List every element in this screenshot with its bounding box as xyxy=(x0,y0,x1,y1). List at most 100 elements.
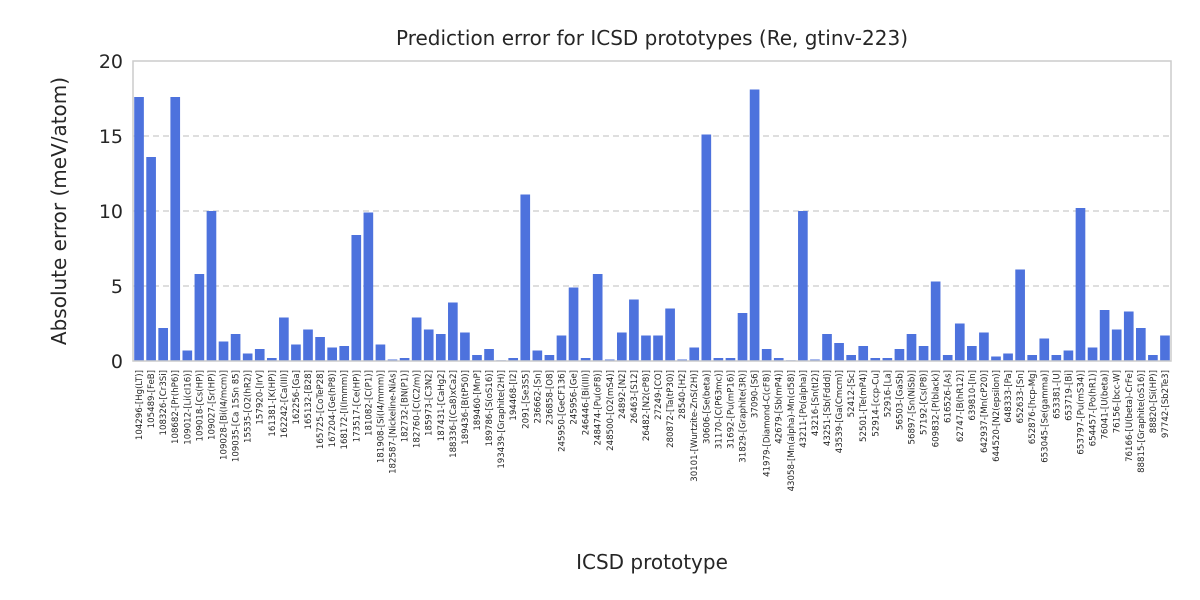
bar xyxy=(1039,338,1050,361)
x-tick-label: 31692-[Pu(mP16)] xyxy=(726,370,736,449)
bar xyxy=(170,97,181,361)
bar xyxy=(979,332,989,361)
x-tick-label: 27249-[CO] xyxy=(654,370,664,420)
x-tick-label: 52916-[La] xyxy=(883,370,893,417)
x-tick-label: 642937-[Mn(cP20)] xyxy=(980,370,990,453)
x-tick-label: 652633-[Sn] xyxy=(1016,370,1026,424)
x-axis-label: ICSD prototype xyxy=(576,550,728,574)
x-tick-label: 644520-[N2(epsilon)] xyxy=(992,370,1002,462)
bar xyxy=(279,317,289,361)
x-tick-label: 52914-[ccp-Cu] xyxy=(871,370,881,437)
bar xyxy=(1015,269,1025,361)
bar xyxy=(435,334,446,361)
bar xyxy=(653,335,663,361)
x-tick-label: 43058-[Mn(alpha)-Mn(cI58)] xyxy=(787,370,797,491)
x-tick-label: 162256-[Ga] xyxy=(292,370,302,425)
x-tick-label: 52412-[Sc] xyxy=(847,370,857,417)
x-tick-label: 30101-[Wurtzite-ZnS(2H)] xyxy=(690,370,700,482)
x-tick-label: 654457-[Po(hR1)] xyxy=(1089,370,1099,446)
x-tick-label: 109035-[Ca 15Sn 85] xyxy=(232,370,242,462)
grid xyxy=(133,135,1171,287)
bar xyxy=(689,347,700,361)
x-tick-label: 161381-[K(HP)] xyxy=(268,370,278,437)
x-tick-label: 168172-[I(Immm)] xyxy=(340,370,350,450)
bar xyxy=(894,349,905,361)
bar xyxy=(1123,311,1134,361)
x-tick-label: 248474-[Pu(oF8)] xyxy=(594,370,604,445)
bar xyxy=(725,358,736,361)
y-tick-label: 15 xyxy=(99,126,123,148)
x-tick-label: 157920-[IrV] xyxy=(256,370,266,425)
bar xyxy=(737,313,748,361)
x-tick-label: 188336-[(Ca8)xCa2] xyxy=(449,370,459,458)
x-tick-label: 639810-[In] xyxy=(968,370,978,421)
x-tick-label: 15535-[O2(hR2)] xyxy=(244,370,254,443)
bar xyxy=(954,323,965,361)
bar xyxy=(641,335,651,361)
x-tick-label: 653719-[Bi] xyxy=(1064,370,1074,421)
x-tick-label: 245950-[GeCF136] xyxy=(557,370,567,452)
x-tick-label: 167204-[Ge(hP8)] xyxy=(328,370,338,447)
y-tick-label: 20 xyxy=(99,51,123,73)
x-tick-label: 24892-[N2] xyxy=(618,370,628,419)
bar xyxy=(1148,355,1158,361)
bar xyxy=(544,355,555,361)
bar xyxy=(858,346,869,361)
x-tick-label: 109012-[Li(cI16)] xyxy=(183,370,193,445)
bar xyxy=(218,341,229,361)
x-tick-label: 57192-[Cs(P8)] xyxy=(920,370,930,435)
bar xyxy=(1075,208,1086,361)
bar xyxy=(411,317,422,361)
bar xyxy=(930,281,941,361)
y-tick-label: 10 xyxy=(99,201,123,223)
bar xyxy=(616,332,627,361)
x-tick-label: 616526-[As] xyxy=(944,370,954,423)
x-tick-label: 182732-[BN(P1)] xyxy=(401,370,411,442)
x-tick-label: 652876-[hcp-Mg] xyxy=(1028,370,1038,444)
x-tick-label: 108326-[Cr3Si] xyxy=(159,370,169,435)
bar xyxy=(194,274,205,361)
bar xyxy=(460,332,470,361)
x-tick-label: 653797-[Pu(mS34)] xyxy=(1076,370,1086,455)
x-tick-label: 609832-[P(black)] xyxy=(932,370,942,447)
y-axis-label: Absolute error (meV/atom) xyxy=(47,77,71,345)
x-tick-label: 189436-[B(tP50)] xyxy=(461,370,471,445)
bar xyxy=(315,337,325,361)
x-tick-label: 37090-[S6] xyxy=(751,370,761,418)
bar xyxy=(773,358,784,361)
x-tick-label: 162242-[Ca(III)] xyxy=(280,370,290,438)
x-tick-label: 194468-[I2] xyxy=(509,370,519,421)
bar xyxy=(423,329,434,361)
bar xyxy=(399,358,410,361)
bar xyxy=(363,212,374,361)
bar xyxy=(918,346,929,361)
x-tick-label: 109027-[Sr(HP)] xyxy=(207,370,217,440)
bar xyxy=(242,353,253,361)
chart-title: Prediction error for ICSD prototypes (Re… xyxy=(396,26,908,50)
x-tick-label: 187431-[CaHg2] xyxy=(437,370,447,441)
bar xyxy=(520,194,531,361)
bar xyxy=(134,97,144,361)
x-tick-label: 62747-[B(hR12)] xyxy=(956,370,966,442)
x-tick-label: 653381-[U] xyxy=(1052,370,1062,419)
x-tick-label: 193439-[Graphite(2H)] xyxy=(497,370,507,469)
x-tick-label: 76166-[U(beta)-CrFe] xyxy=(1125,370,1135,462)
bar xyxy=(1160,335,1170,361)
y-axis-ticks: 0 5 10 15 20 xyxy=(99,51,123,373)
x-tick-label: 189786-[S(oS16)] xyxy=(485,370,495,446)
x-tick-label: 245956-[Ge] xyxy=(570,370,580,425)
bar xyxy=(942,355,953,361)
x-tick-label: 109028-[Bi(I4/mcm)] xyxy=(220,370,230,460)
x-tick-label: 189460-[MnP] xyxy=(473,370,483,431)
x-tick-label: 52501-[Te(mP4)] xyxy=(859,370,869,442)
x-axis-ticks: 104296-[Hg(LT)] 105489-[FeB] 108326-[Cr3Si… xyxy=(135,370,1171,491)
x-tick-label: 97742-[Sb2Te3] xyxy=(1161,370,1171,438)
bar xyxy=(1099,310,1110,361)
bar xyxy=(580,358,591,361)
bar xyxy=(291,344,301,361)
bar xyxy=(1111,329,1122,361)
x-tick-label: 181082-[C(P1)] xyxy=(364,370,374,436)
bar xyxy=(665,308,675,361)
bars xyxy=(134,89,1170,361)
x-tick-label: 2091-[Se3S5] xyxy=(521,370,531,429)
